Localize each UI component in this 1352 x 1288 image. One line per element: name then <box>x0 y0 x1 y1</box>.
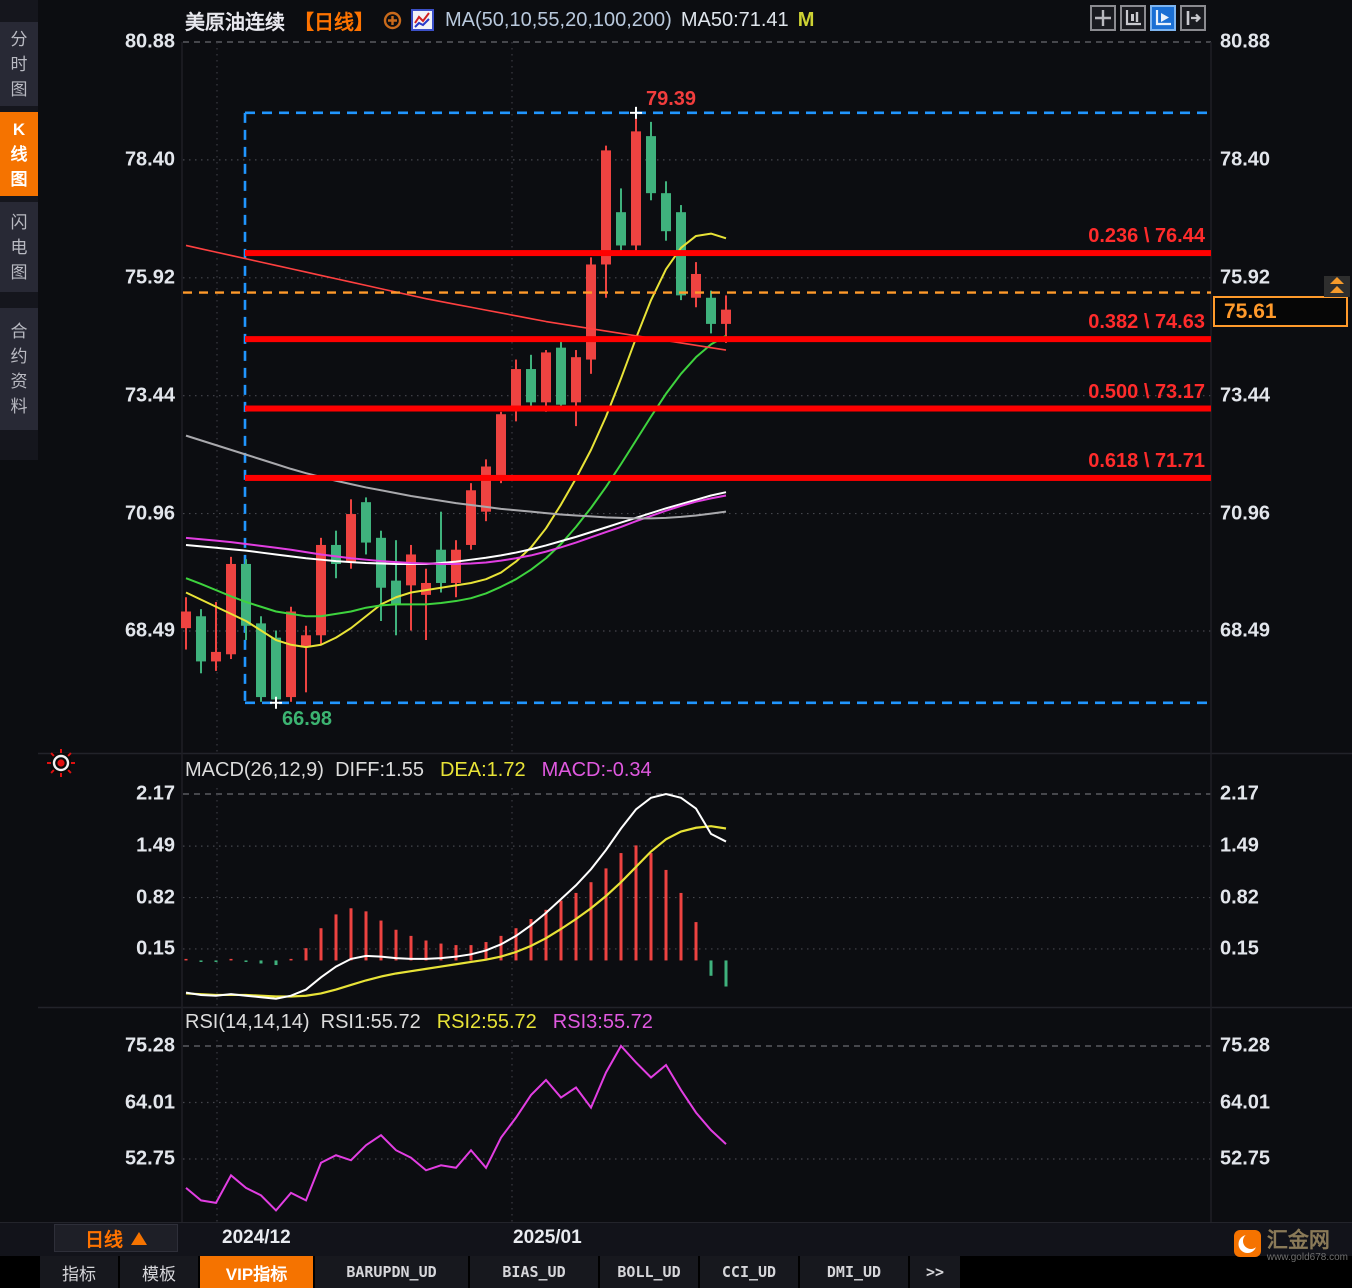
site-logo: 汇金网 www.gold678.com <box>1233 1229 1348 1263</box>
swing-high-label: 79.39 <box>646 88 697 110</box>
fib-level-label: 0.618 \ 71.71 <box>1088 449 1205 472</box>
triangle-up-icon <box>131 1231 147 1245</box>
macd-alarm-icon[interactable] <box>46 748 76 778</box>
axis-play-icon[interactable] <box>1150 5 1176 31</box>
indicator-tabbar: 指标 模板 VIP指标 BARUPDN_UD BIAS_UD BOLL_UD CCI_UD D… <box>0 1256 1352 1288</box>
logo-url: www.gold678.com <box>1266 1252 1348 1263</box>
tab-barupdn_ud[interactable]: BARUPDN_UD <box>315 1256 470 1288</box>
axis-tick-label: 0.15 <box>1220 937 1259 960</box>
axis-tick-label: 75.92 <box>124 266 175 289</box>
tab-cci_ud[interactable]: CCI_UD <box>700 1256 800 1288</box>
axis-tick-label: 52.75 <box>124 1147 175 1170</box>
axis-tick-label: 0.82 <box>1220 886 1259 909</box>
logo-icon <box>1233 1230 1261 1257</box>
ma-settings-label: MA(50,10,55,20,100,200) <box>445 8 672 31</box>
axis-tick-label: 70.96 <box>124 502 175 525</box>
fib-level-label: 0.382 \ 74.63 <box>1088 311 1205 334</box>
current-price-marker: 75.61 <box>1213 296 1348 327</box>
axis-tick-label: 80.88 <box>1220 30 1271 53</box>
axis-tick-label: 64.01 <box>1220 1091 1271 1114</box>
chart-toolbar <box>1090 5 1206 31</box>
tab-dmi_ud[interactable]: DMI_UD <box>800 1256 910 1288</box>
rsi2-label: RSI2:55.72 <box>436 1011 537 1033</box>
axis-tick-label: 70.96 <box>1220 502 1271 525</box>
axis-tick-label: 73.44 <box>124 384 175 407</box>
add-compare-icon[interactable] <box>383 11 402 30</box>
axis-tick-label: 68.49 <box>124 619 175 642</box>
tab--[interactable]: 模板 <box>120 1256 200 1288</box>
period-tag: 【日线】 <box>294 11 374 34</box>
axis-tick-label: 0.15 <box>136 937 175 960</box>
price-up-arrow-icon <box>1324 276 1350 297</box>
axis-tick-label: 80.88 <box>124 30 175 53</box>
macd-dea-label: DEA:1.72 <box>439 759 526 781</box>
rsi-params-label: RSI(14,14,14) RSI1:55.72 <box>185 1011 421 1033</box>
tab--[interactable]: 指标 <box>40 1256 120 1288</box>
axis-tick-label: 1.49 <box>1220 834 1259 857</box>
current-price-value: 75.61 <box>1224 299 1277 323</box>
swing-low-label: 66.98 <box>282 708 333 730</box>
crosshair-icon[interactable] <box>1090 5 1116 31</box>
axis-tick-label: 1.49 <box>136 834 175 857</box>
axis-tick-label: 64.01 <box>124 1091 175 1114</box>
macd-value-label: MACD:-0.34 <box>541 759 652 781</box>
m-flag-label: M <box>797 8 815 31</box>
axis-tick-label: 0.82 <box>136 886 175 909</box>
axis-tick-label: 75.28 <box>124 1034 175 1057</box>
ma50-value-label: MA50:71.41 <box>680 8 789 31</box>
period-selector-label: 日线 <box>84 1229 123 1251</box>
axis-tick-label: 75.28 <box>1220 1034 1271 1057</box>
sidebar-item-3[interactable]: 闪电图 <box>0 202 38 292</box>
date-axis-band <box>0 1222 1352 1256</box>
sidebar-item-4[interactable]: 合约资料 <box>0 308 38 430</box>
macd-header: MACD(26,12,9) DIFF:1.55 DEA:1.72 MACD:-0… <box>185 759 652 782</box>
tab-boll_ud[interactable]: BOLL_UD <box>600 1256 700 1288</box>
chart-header: 美原油连续 【日线】 MA(50,10,55,20,100,200) MA50:… <box>185 6 814 34</box>
period-selector[interactable]: 日线 <box>54 1224 178 1252</box>
axis-tick-label: 52.75 <box>1220 1147 1271 1170</box>
axis-tick-label: 78.40 <box>124 148 175 171</box>
logo-name: 汇金网 <box>1266 1229 1330 1252</box>
fib-level-label: 0.500 \ 73.17 <box>1088 380 1205 403</box>
date-label: 2025/01 <box>513 1227 582 1248</box>
axis-tick-label: 73.44 <box>1220 384 1271 407</box>
axis-tick-label: 2.17 <box>136 782 175 805</box>
axis-tick-label: 68.49 <box>1220 619 1271 642</box>
bar-shift-icon[interactable] <box>1180 5 1206 31</box>
axis-chart-icon[interactable] <box>1120 5 1146 31</box>
axis-tick-label: 75.92 <box>1220 266 1271 289</box>
tab-bias_ud[interactable]: BIAS_UD <box>470 1256 600 1288</box>
macd-params-label: MACD(26,12,9) DIFF:1.55 <box>185 759 424 781</box>
symbol-title: 美原油连续 <box>185 11 285 34</box>
sidebar-item-1[interactable]: 分时图 <box>0 22 38 106</box>
tab-vip-[interactable]: VIP指标 <box>200 1256 315 1288</box>
date-label: 2024/12 <box>222 1227 291 1248</box>
indicator-dialog-icon[interactable] <box>411 8 436 32</box>
rsi3-label: RSI3:55.72 <box>552 1011 653 1033</box>
axis-tick-label: 78.40 <box>1220 148 1271 171</box>
axis-tick-label: 2.17 <box>1220 782 1259 805</box>
fib-level-label: 0.236 \ 76.44 <box>1088 225 1205 248</box>
tab->>[interactable]: >> <box>910 1256 962 1288</box>
rsi-header: RSI(14,14,14) RSI1:55.72 RSI2:55.72 RSI3… <box>185 1011 653 1034</box>
